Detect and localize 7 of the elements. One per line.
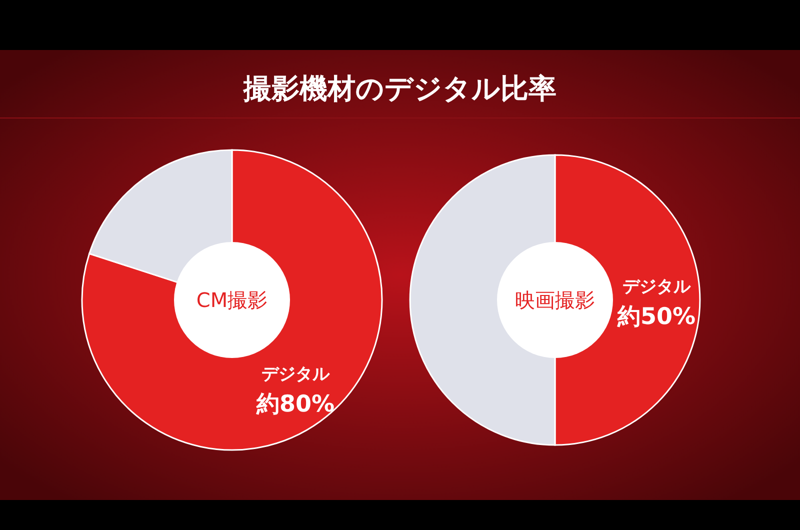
slice-label: デジタル [622,277,692,297]
text: 映画撮影 [515,288,595,312]
slice-label: デジタル [261,364,330,384]
data-label: 約80% [255,391,335,418]
text: CM撮影 [196,288,268,312]
chart-title: 撮影機材のデジタル比率 [242,72,556,105]
data-label: 約50% [616,304,696,330]
